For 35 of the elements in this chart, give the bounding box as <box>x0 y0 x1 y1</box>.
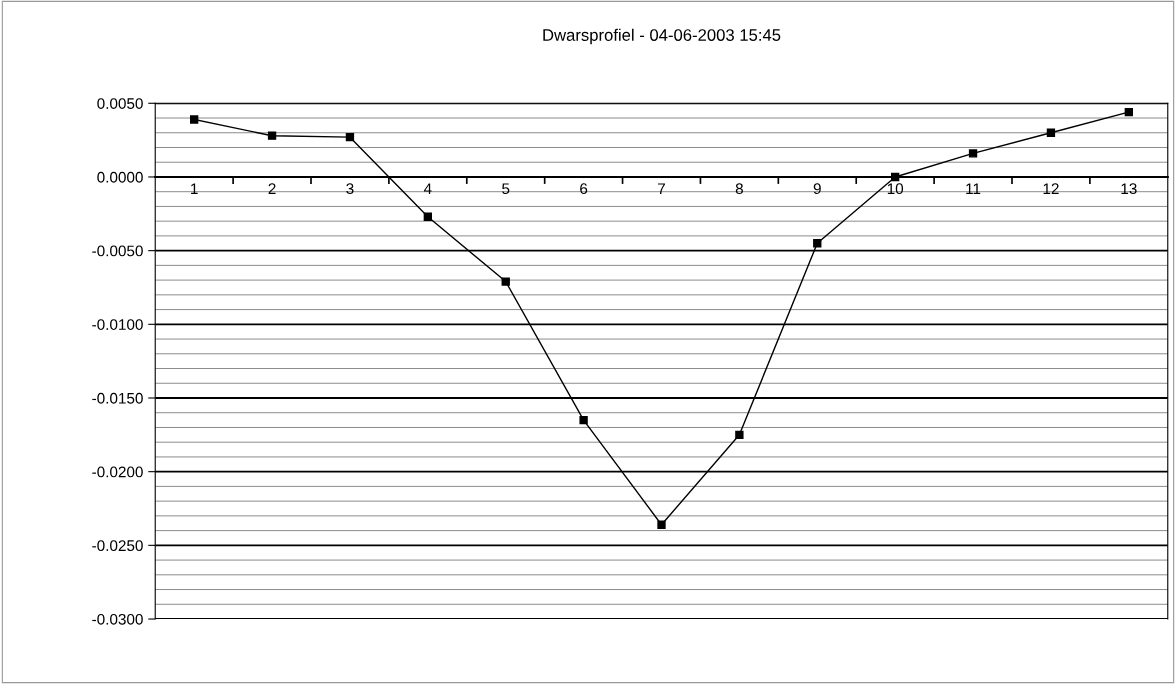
y-tick-label: 0.0000 <box>97 171 143 183</box>
x-tick-label: 9 <box>813 183 821 195</box>
x-tick-label: 7 <box>658 183 665 194</box>
point <box>1046 128 1056 137</box>
x-tick-label: 6 <box>580 183 588 195</box>
y-tick-label: -0.0150 <box>92 392 143 404</box>
x-tick-label: 1 <box>191 183 198 194</box>
chart-title: Dwarsprofiel - 04-06-2003 15:45 <box>543 28 781 45</box>
point <box>501 277 510 286</box>
x-tick-label: 5 <box>502 183 510 195</box>
point <box>423 212 433 221</box>
x-tick-label: 8 <box>735 183 743 195</box>
point <box>735 430 744 439</box>
x-tick-label: 12 <box>1043 183 1059 194</box>
point <box>890 172 900 182</box>
point <box>968 149 978 158</box>
point <box>579 415 588 425</box>
point <box>657 520 666 529</box>
point <box>190 115 199 124</box>
x-tick-label: 10 <box>887 183 904 195</box>
x-tick-label: 11 <box>966 183 981 194</box>
y-tick-label: -0.0050 <box>92 245 143 257</box>
point <box>1124 107 1133 117</box>
y-tick-label: -0.0200 <box>92 466 143 478</box>
y-tick-label: -0.0100 <box>92 319 143 330</box>
point <box>267 131 277 140</box>
x-tick-label: 13 <box>1121 183 1137 195</box>
y-tick-label: -0.0250 <box>92 540 143 552</box>
point <box>345 133 355 142</box>
x-tick-label: 2 <box>268 183 276 194</box>
point <box>813 239 822 248</box>
x-tick-label: 4 <box>423 183 432 194</box>
y-tick-label: 0.0050 <box>97 98 143 109</box>
y-tick-label: -0.0300 <box>92 613 143 625</box>
x-tick-label: 3 <box>346 183 354 195</box>
